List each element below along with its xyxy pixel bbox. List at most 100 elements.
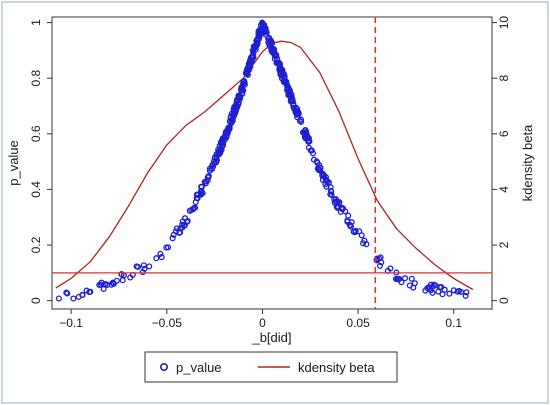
x-tick-label: −0.05 xyxy=(152,316,183,330)
y-right-tick-label: 2 xyxy=(497,241,511,248)
p-value-point xyxy=(63,289,70,296)
x-axis-ticks: −0.1 −0.05 0 0.05 0.1 xyxy=(59,309,462,330)
p-value-point xyxy=(55,295,62,302)
p-value-point xyxy=(262,28,269,35)
p-value-point xyxy=(290,102,297,109)
p-value-point xyxy=(215,146,222,153)
p-value-point xyxy=(429,289,436,296)
p-value-point xyxy=(432,282,439,289)
p-value-point xyxy=(224,129,231,137)
p-value-point xyxy=(157,250,164,257)
y-right-tick-label: 6 xyxy=(497,130,511,137)
x-tick-label: 0.05 xyxy=(346,316,370,330)
p-value-point xyxy=(309,150,317,157)
p-value-point xyxy=(198,190,205,197)
p-value-point xyxy=(183,218,191,225)
p-value-point xyxy=(209,161,216,169)
p-value-point xyxy=(331,199,338,206)
x-tick-label: 0.1 xyxy=(445,316,462,330)
p-value-point xyxy=(229,116,236,123)
p-value-point xyxy=(140,262,147,269)
p-value-point xyxy=(332,198,340,205)
reference-lines xyxy=(52,17,492,309)
p-value-point xyxy=(279,72,286,79)
legend-marker-p-value xyxy=(160,362,169,371)
p-value-point xyxy=(297,116,305,123)
p-value-point xyxy=(118,271,125,278)
legend: p_value kdensity beta xyxy=(144,351,398,383)
p-value-point xyxy=(202,180,209,187)
p-value-point xyxy=(173,225,180,232)
p-value-point xyxy=(247,63,254,70)
p-value-point xyxy=(158,254,165,261)
p-value-point xyxy=(238,83,246,90)
p-value-point xyxy=(441,286,448,293)
p-value-point xyxy=(319,170,327,178)
y-left-tick-label: 0.8 xyxy=(29,70,43,87)
p-value-point xyxy=(356,228,363,235)
y-left-tick-label: 1 xyxy=(29,19,43,26)
p-value-point xyxy=(254,39,261,47)
p-value-point xyxy=(376,262,384,269)
y-left-tick-label: 0.6 xyxy=(29,125,43,142)
p-value-point xyxy=(337,208,344,215)
p-value-point xyxy=(271,51,278,58)
p-value-point xyxy=(232,102,239,109)
p-value-point xyxy=(176,229,183,236)
p-value-point xyxy=(277,65,284,72)
p-value-point xyxy=(462,292,469,299)
p-value-point xyxy=(410,284,417,291)
p-value-point xyxy=(352,229,359,236)
x-tick-label: 0 xyxy=(259,316,266,330)
p-value-point xyxy=(194,195,201,202)
p-value-point xyxy=(180,222,187,230)
p-value-point xyxy=(204,174,211,181)
p-value-point xyxy=(360,240,367,247)
p-value-point xyxy=(314,159,321,166)
p-value-point xyxy=(153,255,160,262)
y-right-tick-label: 8 xyxy=(497,75,511,82)
p-value-point xyxy=(275,60,282,67)
plot-border xyxy=(51,16,493,310)
p-value-point xyxy=(310,156,318,163)
p-value-point xyxy=(119,277,126,284)
p-value-point xyxy=(230,113,237,121)
p-value-point xyxy=(293,110,300,117)
p-value-point xyxy=(146,263,153,270)
p-value-point xyxy=(208,165,216,172)
p-value-point xyxy=(327,187,334,195)
legend-label-p-value: p_value xyxy=(176,360,222,375)
p-value-point xyxy=(446,290,453,297)
p-value-point xyxy=(463,289,470,296)
p-value-point xyxy=(345,212,352,219)
p-value-point xyxy=(302,126,309,134)
p-value-point xyxy=(220,135,227,142)
p-value-point xyxy=(64,290,71,297)
p-value-point xyxy=(266,34,273,41)
p-value-point xyxy=(262,31,269,38)
p-value-point xyxy=(102,280,109,288)
p-value-point xyxy=(285,84,292,91)
p-value-point xyxy=(295,110,302,117)
p-value-point xyxy=(70,295,77,302)
p-value-point xyxy=(109,279,116,286)
y-right-tick-label: 10 xyxy=(497,16,511,30)
y-left-tick-label: 0.4 xyxy=(29,181,43,198)
p-value-point xyxy=(224,126,232,133)
p-value-point xyxy=(332,196,339,203)
p-value-point xyxy=(301,134,308,141)
p-value-point xyxy=(325,179,332,186)
p-value-point xyxy=(290,104,297,111)
p-value-point xyxy=(83,287,90,294)
p-value-point xyxy=(139,269,146,276)
p-value-point xyxy=(396,275,403,282)
y-right-tick-label: 4 xyxy=(497,186,511,193)
p-value-point xyxy=(328,191,335,199)
p-value-point xyxy=(170,231,177,238)
p-value-point xyxy=(314,165,321,172)
p-value-point xyxy=(401,275,409,282)
p-value-point xyxy=(100,285,107,293)
p-value-point xyxy=(213,155,220,162)
